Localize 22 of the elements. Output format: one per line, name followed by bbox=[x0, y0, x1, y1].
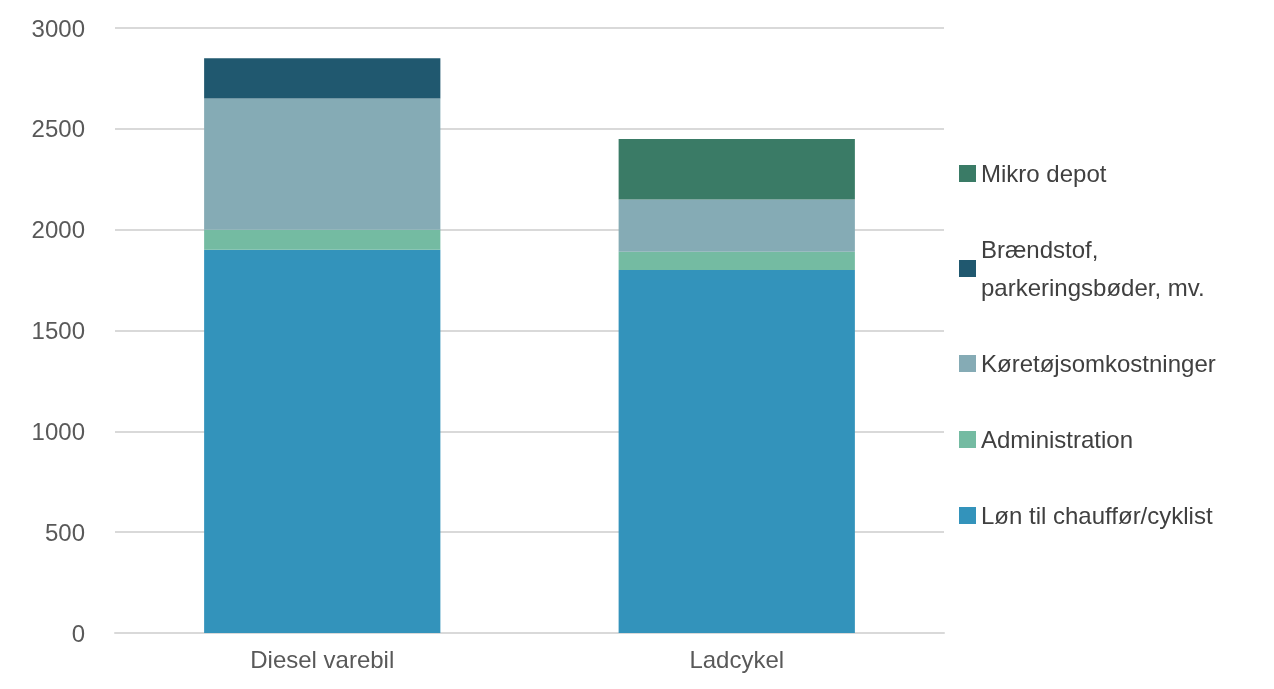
x-tick-label: Diesel varebil bbox=[250, 645, 395, 673]
bar bbox=[618, 199, 855, 252]
y-tick-label: 0 bbox=[71, 619, 85, 647]
y-tick-label: 1000 bbox=[31, 417, 85, 445]
legend-label: Administration bbox=[981, 426, 1134, 453]
bar bbox=[618, 270, 855, 633]
y-tick-label: 3000 bbox=[31, 14, 85, 42]
bar bbox=[204, 249, 441, 633]
bar bbox=[204, 58, 441, 99]
legend-label: Mikro depot bbox=[981, 160, 1107, 187]
legend-label: Køretøjsomkostninger bbox=[981, 350, 1216, 377]
legend-label: Brændstof, parkeringsbøder, mv. bbox=[981, 236, 1205, 301]
y-tick-label: 2000 bbox=[31, 216, 85, 244]
x-tick-label: Ladcykel bbox=[689, 645, 785, 673]
y-tick-label: 1500 bbox=[31, 317, 85, 344]
bar bbox=[204, 229, 441, 250]
bar bbox=[618, 251, 855, 270]
bar bbox=[618, 138, 855, 200]
legend-label: Løn til chauffør/cyklist bbox=[981, 502, 1213, 529]
y-tick-label: 2500 bbox=[31, 115, 85, 143]
y-tick-label: 500 bbox=[44, 518, 85, 546]
bar bbox=[204, 98, 441, 230]
